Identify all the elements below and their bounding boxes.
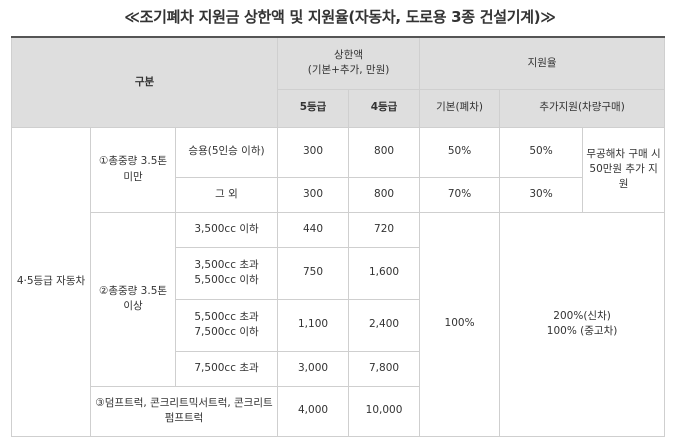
cat2-additional: 200%(신차) 100% (중고차) — [499, 211, 666, 437]
group-cell: 4·5등급 자동차 — [11, 126, 91, 437]
cat1-sub2-basic: 70% — [419, 176, 501, 213]
header-cap: 상한액 (기본+추가, 만원) — [277, 36, 421, 90]
cat1-sub2: 그 외 — [174, 176, 279, 213]
cat3-g4: 10,000 — [348, 385, 421, 437]
cat2-sub3-g5: 1,100 — [277, 298, 350, 352]
cat2-sub1-g4: 720 — [348, 211, 421, 248]
cat2-basic: 100% — [419, 211, 501, 437]
header-gubun: 구분 — [10, 36, 279, 128]
cat2-sub3-g4: 2,400 — [348, 298, 421, 352]
header-grade5: 5등급 — [277, 88, 350, 128]
cat2-sub1: 3,500cc 이하 — [174, 211, 279, 248]
header-additional: 추가지원(차량구매) — [499, 88, 666, 128]
header-cap-label: 상한액 — [334, 49, 364, 62]
subsidy-table: 구분 상한액 (기본+추가, 만원) 지원율 5등급 4등급 기본(폐차) 추가… — [10, 36, 666, 437]
cat3-g5: 4,000 — [277, 385, 350, 437]
page-title: ≪조기폐차 지원금 상한액 및 지원율(자동차, 도로용 3종 건설기계)≫ — [124, 8, 556, 26]
cat1-sub1-g5: 300 — [277, 126, 350, 178]
cat2-sub2-g5: 750 — [277, 246, 350, 300]
cat3-cell: ③덤프트럭, 콘크리트믹서트럭, 콘크리트펌프트럭 — [89, 385, 279, 437]
cat1-sub2-g5: 300 — [277, 176, 350, 213]
cat1-sub1-add: 50% — [499, 126, 584, 178]
cat2-sub4-g5: 3,000 — [277, 350, 350, 387]
header-rate: 지원율 — [419, 36, 666, 90]
cat2-sub4: 7,500cc 초과 — [174, 350, 279, 387]
cat1-sub1-basic: 50% — [419, 126, 501, 178]
cat1-sub2-add: 30% — [499, 176, 584, 213]
cat2-sub2-g4: 1,600 — [348, 246, 421, 300]
cat2-cell: ②총중량 3.5톤 이상 — [90, 211, 176, 387]
cat2-add-line2: 100% (중고차) — [546, 325, 618, 337]
cat1-sub2-g4: 800 — [348, 176, 421, 213]
cat2-sub2: 3,500cc 초과 5,500cc 이하 — [174, 246, 279, 300]
cat2-sub1-g5: 440 — [277, 211, 350, 248]
header-grade4: 4등급 — [348, 88, 421, 128]
cat2-sub3: 5,500cc 초과 7,500cc 이하 — [174, 298, 279, 352]
cat1-cell: ①총중량 3.5톤 미만 — [90, 126, 176, 213]
cat2-sub4-g4: 7,800 — [348, 350, 421, 387]
cat1-note: 무공해차 구매 시 50만원 추가 지원 — [582, 126, 666, 213]
header-cap-sub: (기본+추가, 만원) — [307, 64, 390, 77]
cat1-sub1-g4: 800 — [348, 126, 421, 178]
cat1-sub1: 승용(5인승 이하) — [174, 126, 279, 178]
header-basic: 기본(폐차) — [419, 88, 501, 128]
cat2-add-line1: 200%(신차) — [553, 309, 611, 322]
